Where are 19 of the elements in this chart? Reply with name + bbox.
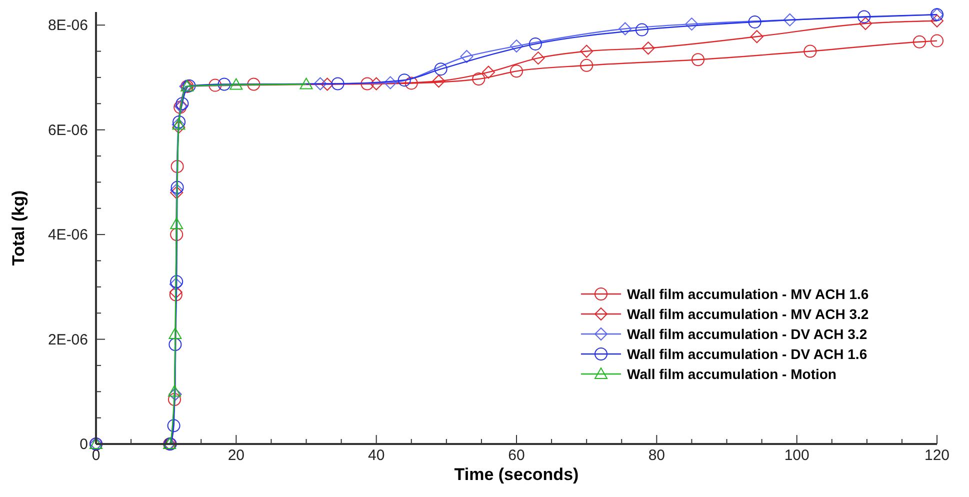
legend-label: Wall film accumulation - MV ACH 1.6: [627, 286, 869, 302]
y-tick-label: 6E-06: [48, 122, 88, 139]
x-tick-label: 80: [648, 447, 666, 464]
legend-label: Wall film accumulation - MV ACH 3.2: [627, 306, 869, 322]
y-tick-label: 2E-06: [48, 331, 88, 348]
x-tick-label: 120: [924, 447, 950, 464]
y-tick-label: 4E-06: [48, 226, 88, 244]
legend-label: Wall film accumulation - Motion: [627, 366, 836, 382]
x-tick-label: 40: [368, 447, 385, 464]
y-tick-label: 0: [80, 436, 88, 453]
x-tick-label: 60: [508, 447, 525, 464]
legend-label: Wall film accumulation - DV ACH 3.2: [627, 326, 868, 342]
x-tick-label: 20: [228, 447, 245, 464]
y-axis-title: Total (kg): [9, 190, 28, 266]
x-tick-label: 100: [784, 447, 810, 464]
y-tick-label: 8E-06: [48, 17, 88, 34]
legend-label: Wall film accumulation - DV ACH 1.6: [627, 346, 868, 362]
x-tick-label: 0: [92, 447, 100, 464]
x-axis-title: Time (seconds): [454, 465, 579, 484]
